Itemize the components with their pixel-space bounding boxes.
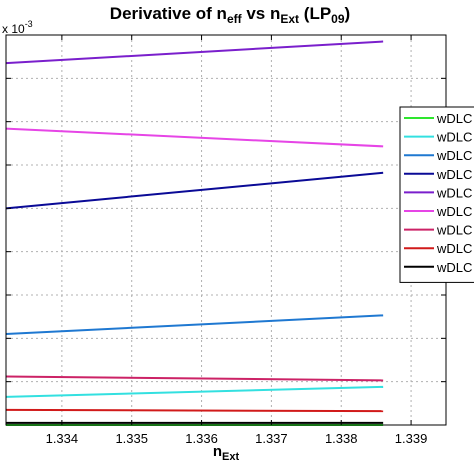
subscript-text: eff	[227, 12, 243, 26]
text-part: Derivative of n	[110, 4, 227, 23]
series-line-5	[5, 40, 384, 65]
text-part: n	[213, 443, 222, 460]
x-tick-label: 1.336	[185, 431, 218, 446]
legend-label-3: wDLC	[436, 148, 472, 163]
series-line-6	[5, 127, 384, 148]
y-axis-exponent: x 10-3	[2, 19, 33, 36]
legend: wDLC wDLC wDLC wDLC wDLC wDLC wDLC wDLC wDLC	[399, 106, 474, 283]
x-tick-label: 1.334	[46, 431, 79, 446]
text-part: )	[345, 4, 351, 23]
y-exponent-base: x 10	[2, 22, 25, 36]
x-axis-label: nExt	[213, 443, 240, 463]
subscript-text: Ext	[280, 12, 299, 26]
legend-label-5: wDLC	[436, 185, 472, 200]
series-line-3	[5, 314, 384, 335]
ticks: 1.334 1.335 1.336 1.337 1.338 1.339	[6, 35, 446, 446]
series-line-8	[5, 408, 384, 413]
subscript-text: 09	[331, 12, 345, 26]
series-line-4	[5, 171, 384, 210]
text-part: (LP	[299, 4, 331, 23]
legend-label-1: wDLC	[436, 111, 472, 126]
series-line-7	[5, 375, 384, 382]
grid	[6, 35, 446, 425]
legend-label-7: wDLC	[436, 223, 472, 238]
series-line-2	[5, 385, 384, 398]
legend-label-2: wDLC	[436, 130, 472, 145]
legend-label-9: wDLC	[436, 260, 472, 275]
legend-label-8: wDLC	[436, 241, 472, 256]
legend-label-4: wDLC	[436, 167, 472, 182]
x-tick-label: 1.337	[255, 431, 288, 446]
plot-frame	[5, 34, 447, 426]
chart-title: Derivative of neff vs nExt (LP09)	[110, 4, 350, 26]
x-tick-label: 1.335	[115, 431, 148, 446]
text-part: vs n	[242, 4, 281, 23]
x-tick-label: 1.339	[395, 431, 428, 446]
y-exponent-power: -3	[25, 19, 33, 29]
x-tick-label: 1.338	[325, 431, 358, 446]
subscript-text: Ext	[222, 451, 239, 463]
legend-label-6: wDLC	[436, 204, 472, 219]
series-lines	[5, 40, 384, 426]
